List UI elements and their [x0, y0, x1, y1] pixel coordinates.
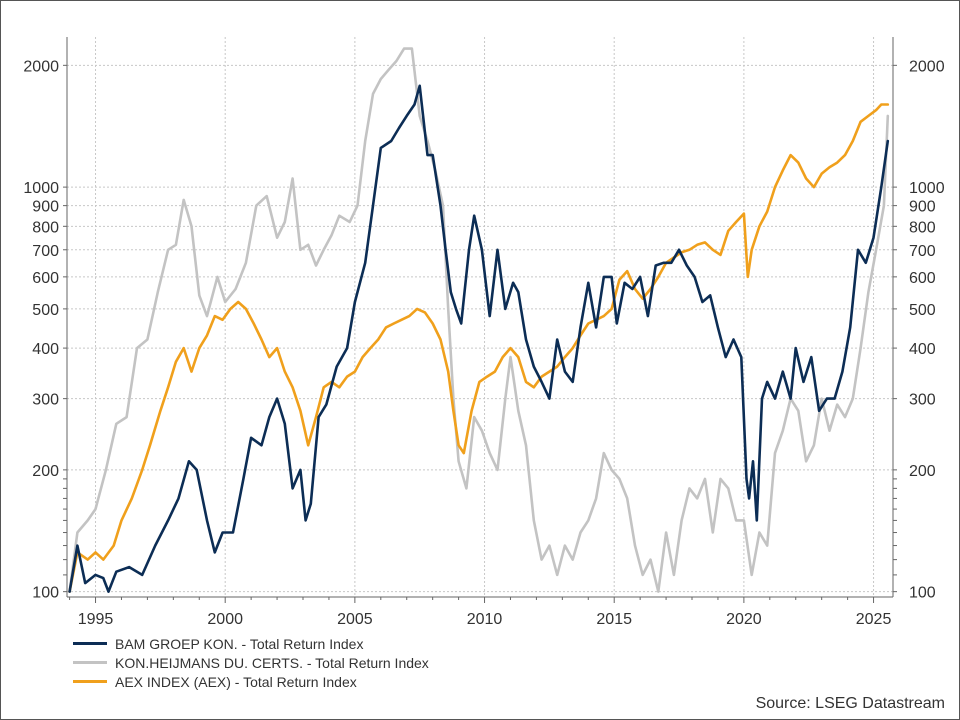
y-tick-label-right: 200	[909, 463, 936, 480]
y-tick-label-right: 700	[909, 243, 936, 260]
series-line-aex	[68, 103, 890, 593]
y-tick-label-right: 300	[909, 392, 936, 409]
y-tick-label-left: 400	[32, 341, 59, 358]
x-tick-label: 2020	[726, 611, 762, 628]
legend-swatch-aex	[73, 680, 107, 683]
y-tick-label-right: 800	[909, 219, 936, 236]
y-tick-label-right: 600	[909, 270, 936, 287]
legend-swatch-heijmans	[73, 661, 107, 664]
y-tick-label-right: 100	[909, 585, 936, 602]
legend-swatch-bam	[73, 642, 107, 645]
source-note: Source: LSEG Datastream	[755, 695, 945, 712]
y-tick-label-left: 900	[32, 199, 59, 216]
chart-legend: BAM GROEP KON. - Total Return Index KON.…	[73, 634, 429, 691]
y-tick-label-left: 2000	[23, 58, 59, 75]
x-tick-label: 2010	[467, 611, 503, 628]
y-tick-label-left: 700	[32, 243, 59, 260]
y-tick-label-right: 900	[909, 199, 936, 216]
legend-label-aex: AEX INDEX (AEX) - Total Return Index	[115, 673, 357, 690]
legend-item-heijmans: KON.HEIJMANS DU. CERTS. - Total Return I…	[73, 653, 429, 672]
x-tick-label: 2015	[596, 611, 632, 628]
legend-label-heijmans: KON.HEIJMANS DU. CERTS. - Total Return I…	[115, 654, 429, 671]
series-line-bam	[68, 84, 890, 593]
y-tick-label-right: 1000	[909, 180, 945, 197]
legend-item-bam: BAM GROEP KON. - Total Return Index	[73, 634, 429, 653]
legend-label-bam: BAM GROEP KON. - Total Return Index	[115, 635, 364, 652]
y-tick-label-left: 500	[32, 302, 59, 319]
y-tick-label-left: 800	[32, 219, 59, 236]
y-tick-label-left: 100	[32, 585, 59, 602]
x-tick-label: 2000	[207, 611, 243, 628]
y-tick-label-left: 1000	[23, 180, 59, 197]
x-tick-label: 2025	[856, 611, 892, 628]
x-tick-label: 1995	[78, 611, 114, 628]
y-tick-label-left: 600	[32, 270, 59, 287]
y-tick-label-left: 200	[32, 463, 59, 480]
legend-item-aex: AEX INDEX (AEX) - Total Return Index	[73, 672, 429, 691]
series-line-heijmans	[68, 47, 890, 593]
y-tick-label-right: 2000	[909, 58, 945, 75]
y-tick-label-left: 300	[32, 392, 59, 409]
y-tick-label-right: 500	[909, 302, 936, 319]
y-tick-label-right: 400	[909, 341, 936, 358]
x-tick-label: 2005	[337, 611, 373, 628]
